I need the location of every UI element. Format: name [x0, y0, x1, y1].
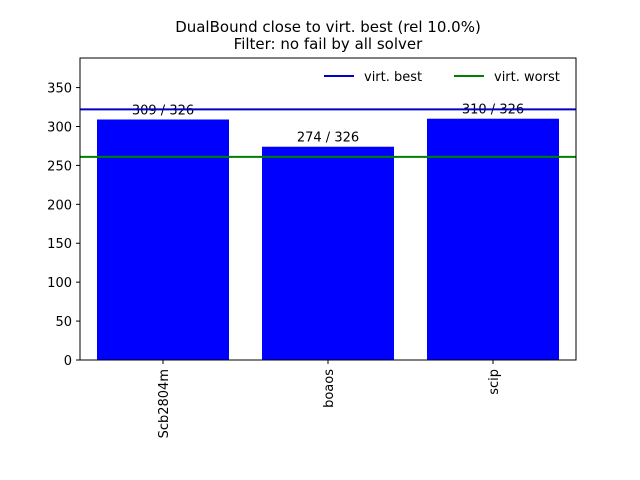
- chart-title: DualBound close to virt. best (rel 10.0%…: [175, 18, 481, 36]
- bar-boaos: [262, 146, 394, 360]
- x-tick-label: scip: [487, 369, 502, 395]
- legend-virt-best-label: virt. best: [364, 70, 422, 85]
- y-tick-label: 150: [47, 237, 72, 252]
- x-tick-label: Scb2804m: [157, 369, 172, 438]
- y-tick-label: 300: [47, 120, 72, 135]
- bar-scip: [427, 118, 559, 361]
- bar-value-label: 309 / 326: [132, 103, 194, 118]
- legend: virt. best virt. worst: [324, 70, 560, 85]
- chart-subtitle: Filter: no fail by all solver: [234, 35, 423, 53]
- y-tick-label: 200: [47, 198, 72, 213]
- y-tick-label: 350: [47, 82, 72, 97]
- x-tick-label: boaos: [322, 369, 337, 408]
- y-tick-label: 250: [47, 159, 72, 174]
- bar-value-label: 274 / 326: [297, 131, 359, 146]
- bar-scb2804m: [97, 119, 229, 361]
- y-tick-label: 0: [64, 354, 72, 369]
- y-tick-label: 50: [55, 315, 72, 330]
- plot-frame: [79, 57, 577, 361]
- y-tick-label: 100: [47, 276, 72, 291]
- legend-virt-worst-label: virt. worst: [494, 70, 560, 85]
